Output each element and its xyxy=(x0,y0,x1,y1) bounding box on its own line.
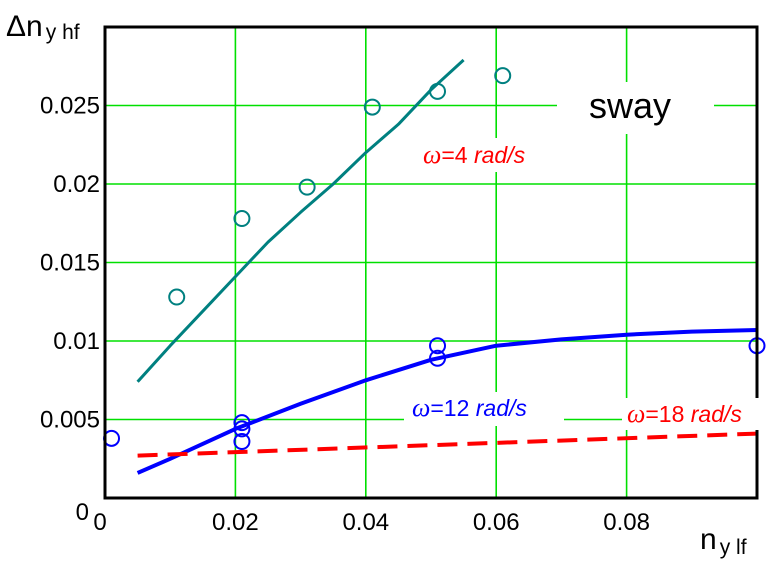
x-tick-label: 0.06 xyxy=(473,509,520,536)
data-point-w4 xyxy=(298,178,316,196)
y-tick-labels: 0.005 0.01 0.015 0.02 0.025 0 xyxy=(40,93,100,527)
x-tick-label: 0 xyxy=(93,509,106,536)
y-axis-title: Δn y hf xyxy=(6,10,80,44)
y-axis-title-main: Δn xyxy=(6,10,43,43)
y-tick-label: 0.015 xyxy=(40,250,100,277)
plot-frame xyxy=(103,25,759,500)
label-omega-12: ω=12 rad/s xyxy=(404,392,564,426)
data-point-w4 xyxy=(494,67,512,85)
svg-text:ω=18 rad/s: ω=18 rad/s xyxy=(627,399,742,428)
data-point-w12 xyxy=(429,349,447,367)
y-tick-label: 0.005 xyxy=(40,407,100,434)
omega-12-value: =12 xyxy=(430,395,475,421)
omega-4-value: =4 xyxy=(441,142,474,168)
omega-18-unit: rad/s xyxy=(691,401,743,427)
data-point-w12 xyxy=(233,420,251,438)
x-axis-title-sub: y lf xyxy=(720,536,747,559)
omega-4-unit: rad/s xyxy=(474,142,526,168)
omega-18-value: =18 xyxy=(645,401,690,427)
x-tick-label: 0.02 xyxy=(212,509,259,536)
y-tick-label: 0.02 xyxy=(53,171,100,198)
data-point-w4 xyxy=(233,210,251,228)
x-tick-label: 0.04 xyxy=(342,509,389,536)
omega-12-symbol: ω xyxy=(412,393,430,422)
y-tick-label: 0 xyxy=(76,499,89,526)
y-axis-title-sub: y hf xyxy=(46,21,80,44)
data-point-w12 xyxy=(233,432,251,450)
panel-label: sway xyxy=(589,85,671,126)
y-tick-label: 0.025 xyxy=(40,93,100,120)
data-point-w4 xyxy=(429,82,447,100)
data-point-w4 xyxy=(363,98,381,116)
label-omega-4: ω=4 rad/s xyxy=(414,138,564,172)
omega-4-symbol: ω xyxy=(423,140,441,169)
label-omega-18: ω=18 rad/s xyxy=(622,398,772,430)
data-point-w4 xyxy=(168,288,186,306)
data-point-w12 xyxy=(233,414,251,432)
svg-text:ω=4 rad/s: ω=4 rad/s xyxy=(423,140,526,169)
x-tick-label: 0.08 xyxy=(603,509,650,536)
omega-12-unit: rad/s xyxy=(476,395,528,421)
panel-label-box: sway xyxy=(557,82,714,134)
svg-text:ω=12 rad/s: ω=12 rad/s xyxy=(412,393,527,422)
x-tick-labels: 0.02 0.04 0.06 0.08 0 xyxy=(93,509,650,536)
fit-line-w4 xyxy=(136,58,465,383)
omega-18-symbol: ω xyxy=(627,399,645,428)
fit-line-w18 xyxy=(137,431,758,458)
data-point-w12 xyxy=(429,337,447,355)
x-axis-title-main: n xyxy=(700,523,717,556)
y-tick-label: 0.01 xyxy=(53,328,100,355)
